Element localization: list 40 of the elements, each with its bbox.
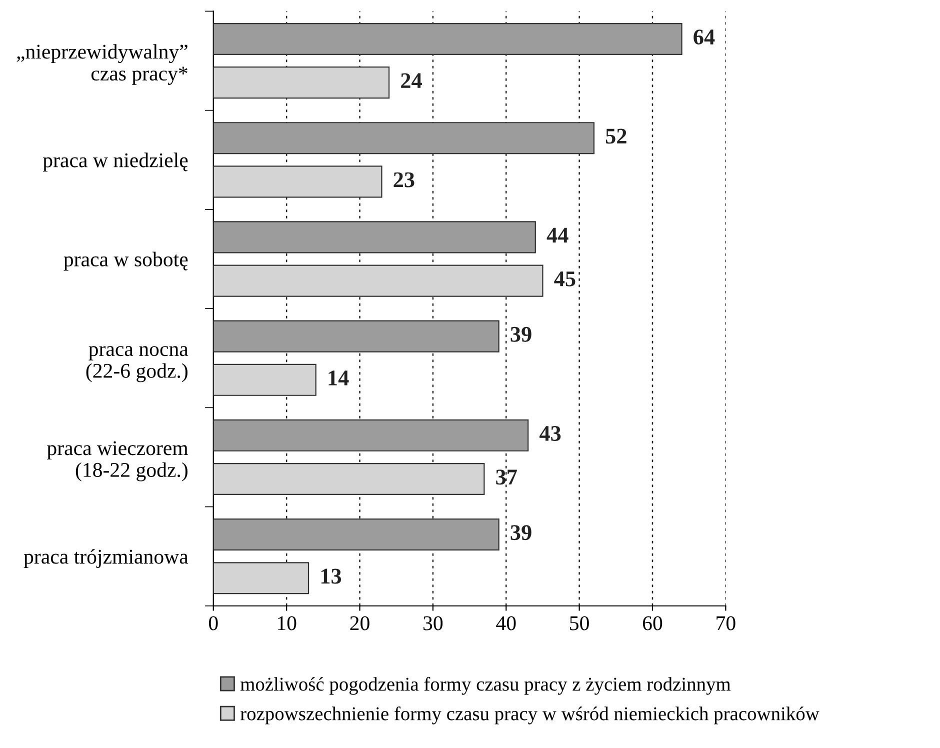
y-tick-label: praca w niedzielę bbox=[42, 152, 188, 172]
x-tick-label: 60 bbox=[642, 616, 662, 630]
data-label: 23 bbox=[394, 172, 414, 188]
y-tick-label: „nieprzewidywalny” czas pracy* bbox=[16, 44, 188, 85]
y-tick-label: praca w sobotę bbox=[64, 252, 188, 271]
bar bbox=[213, 166, 382, 198]
x-tick-label: 0 bbox=[208, 616, 218, 630]
x-tick-label: 40 bbox=[496, 616, 516, 630]
bar bbox=[213, 22, 682, 55]
data-label: 39 bbox=[510, 326, 532, 342]
bar bbox=[213, 518, 500, 551]
x-tick-label: 50 bbox=[570, 616, 589, 630]
x-tick-label: 10 bbox=[278, 616, 296, 630]
y-tick-label: praca trójzmianowa bbox=[24, 549, 188, 568]
data-label: 43 bbox=[539, 426, 561, 441]
legend-label: możliwość pogodzenia formy czasu pracy z życiem rodzinnym bbox=[240, 676, 731, 695]
data-label: 14 bbox=[328, 370, 349, 386]
data-label: 37 bbox=[496, 470, 517, 485]
bar bbox=[213, 264, 544, 297]
x-tick-label: 70 bbox=[716, 616, 736, 630]
data-label: 44 bbox=[546, 228, 568, 243]
data-label: 13 bbox=[321, 568, 342, 584]
bar bbox=[213, 221, 536, 254]
data-label: 52 bbox=[606, 128, 626, 144]
data-label: 24 bbox=[401, 73, 422, 88]
bar bbox=[213, 562, 310, 594]
bar bbox=[213, 364, 316, 396]
data-label: 45 bbox=[554, 272, 576, 286]
x-tick-label: 20 bbox=[350, 616, 370, 630]
y-tick-label: praca nocna (22-6 godz.) bbox=[86, 346, 188, 382]
bar bbox=[213, 463, 485, 496]
bar bbox=[213, 419, 529, 452]
y-tick-label: praca wieczorem (18-22 godz.) bbox=[47, 441, 188, 482]
bar bbox=[213, 122, 594, 154]
bar bbox=[213, 320, 500, 352]
legend-label: rozpowszechnienie formy czasu pracy w wśród niemieckich pracowników bbox=[240, 706, 820, 724]
x-tick-label: 30 bbox=[424, 616, 443, 630]
data-label: 39 bbox=[510, 525, 532, 540]
bar bbox=[213, 66, 390, 99]
data-label: 64 bbox=[694, 30, 715, 45]
